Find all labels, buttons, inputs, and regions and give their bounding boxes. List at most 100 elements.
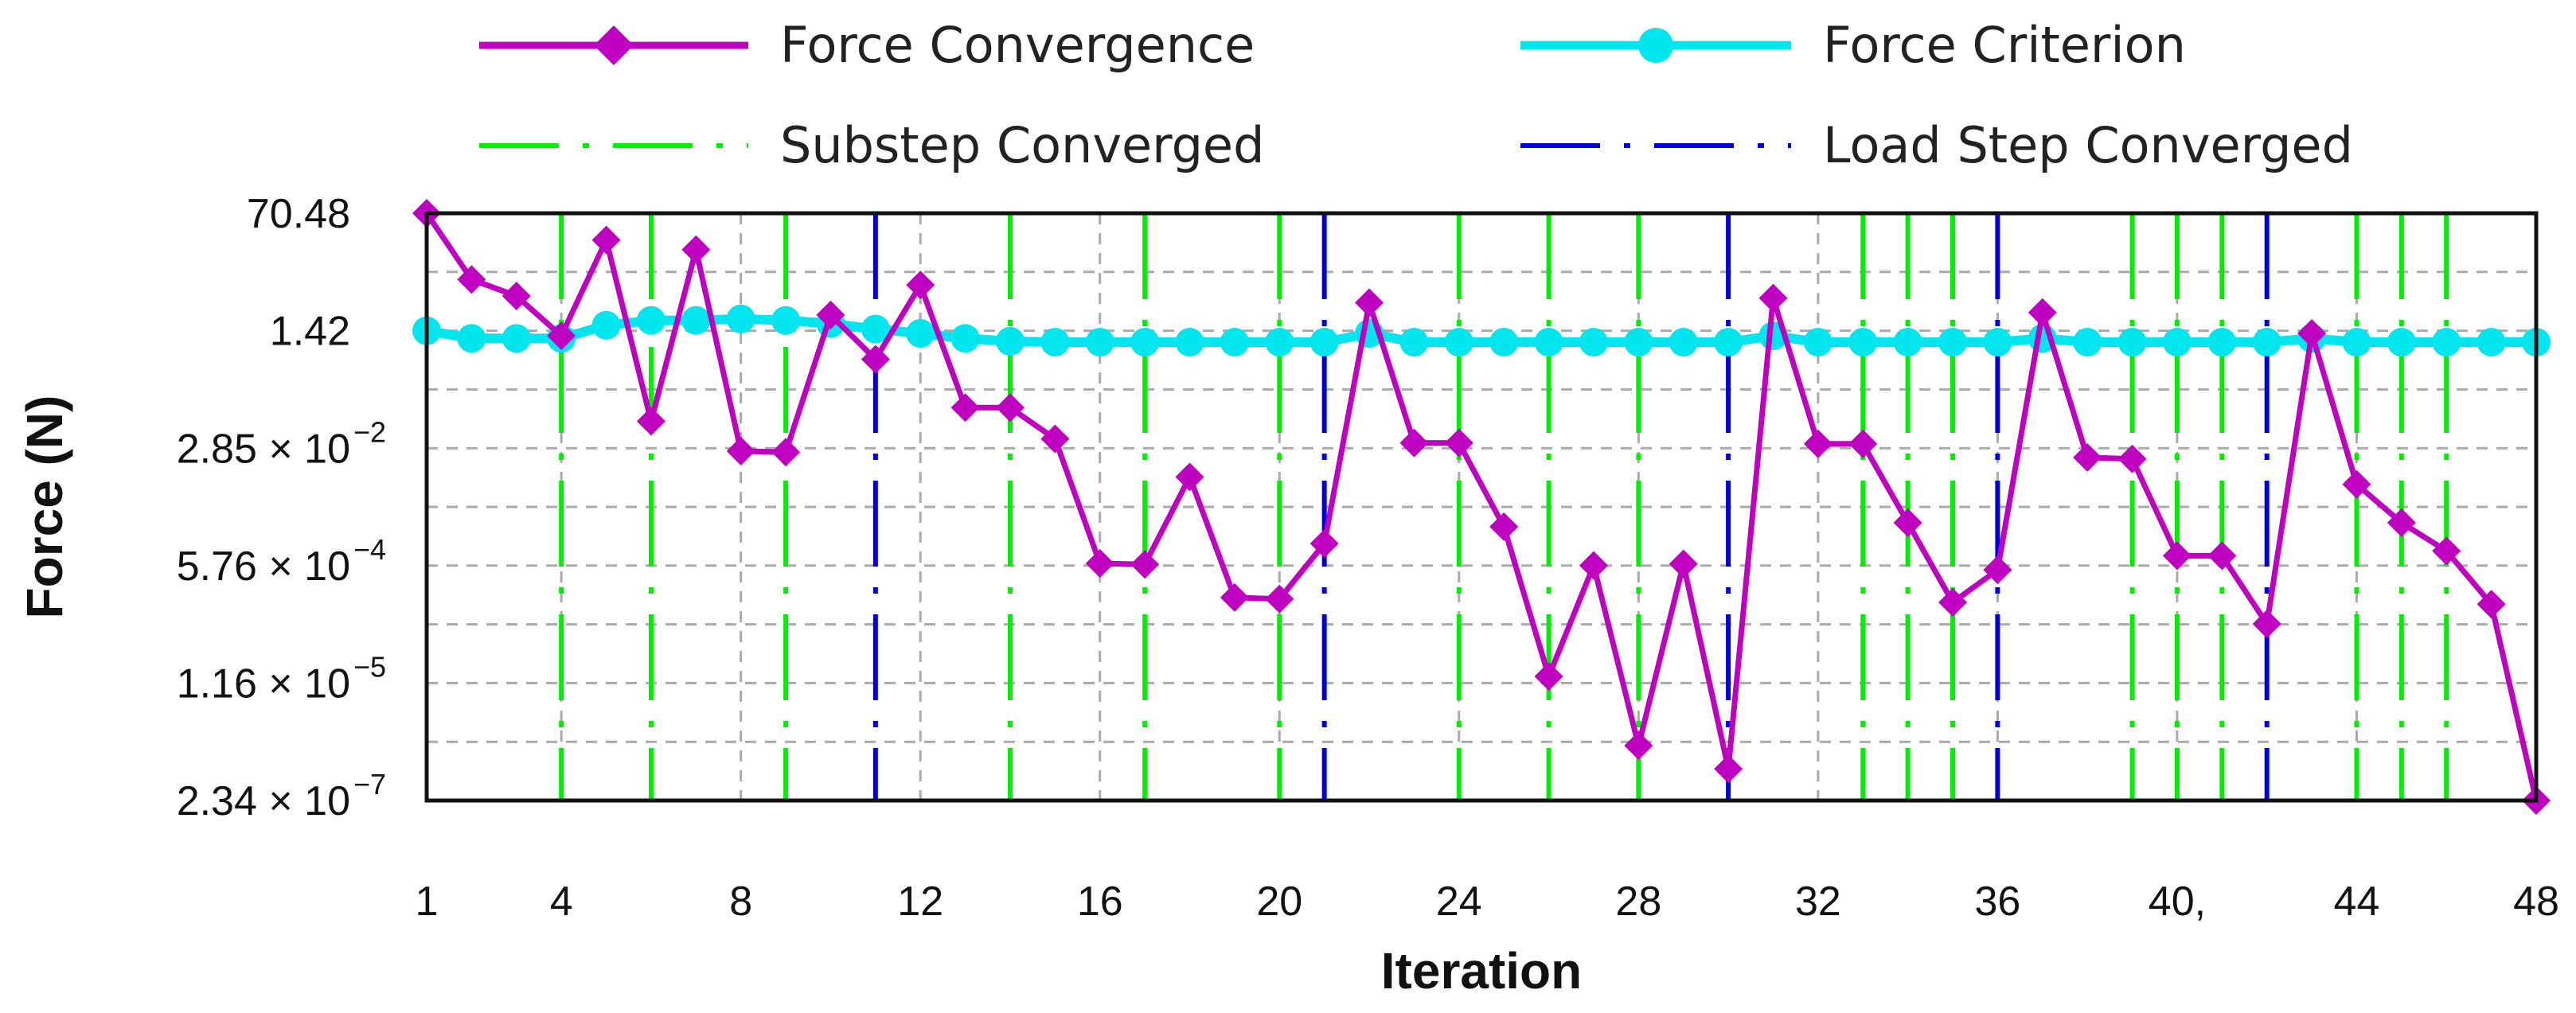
y-tick-exponent-5: −7 [353,768,386,801]
legend-entry-force-convergence: Force Convergence [479,16,1255,74]
x-tick-label-32: 32 [1795,879,1841,925]
force-convergence-point-38 [2073,442,2102,472]
force-criterion-point-6 [636,306,665,335]
force-criterion-point-33 [1848,328,1878,357]
force-criterion-point-11 [861,314,890,344]
y-tick-label-3: 5.76 × 10 [177,544,350,590]
force-criterion-point-19 [1220,328,1249,357]
force-convergence-point-47 [2476,590,2506,619]
force-convergence-point-30 [1714,754,1743,784]
force-convergence-point-16 [1085,549,1114,579]
force-criterion-point-44 [2342,328,2371,357]
force-convergence-point-40 [2162,541,2192,571]
force-criterion-point-45 [2387,328,2416,357]
x-tick-label-16: 16 [1077,879,1123,925]
force-convergence-point-20 [1265,584,1294,614]
force-convergence-point-33 [1848,429,1878,458]
force-convergence-point-2 [457,265,486,294]
y-tick-label-2: 2.85 × 10 [177,426,350,472]
force-criterion-point-47 [2476,328,2506,357]
x-tick-label-24: 24 [1436,879,1482,925]
force-convergence-point-34 [1893,508,1922,537]
force-criterion-point-12 [906,318,935,348]
force-criterion-point-3 [502,324,531,353]
force-convergence-point-4 [547,321,576,350]
y-tick-exponent-2: −2 [353,415,386,448]
force-convergence-point-43 [2297,318,2327,348]
force-criterion-point-36 [1983,328,2012,357]
force-convergence-point-6 [636,407,665,436]
force-convergence-point-42 [2252,610,2281,639]
force-criterion-point-13 [950,324,980,353]
force-criterion-point-26 [1534,328,1563,357]
legend-label-load-step-converged: Load Step Converged [1823,116,2353,174]
force-criterion-point-29 [1669,328,1698,357]
x-tick-label-12: 12 [897,879,943,925]
force-convergence-point-23 [1399,428,1429,458]
legend-label-substep-converged: Substep Converged [780,116,1264,174]
force-criterion-point-25 [1489,328,1519,357]
legend-marker-force-criterion [1638,28,1673,63]
force-convergence-point-45 [2387,508,2416,537]
force-convergence-point-29 [1669,549,1698,579]
force-convergence-point-27 [1579,551,1608,580]
force-convergence-point-26 [1534,662,1563,692]
force-convergence-point-18 [1175,462,1204,492]
force-convergence-point-17 [1130,550,1160,579]
force-convergence-point-31 [1758,283,1788,313]
force-criterion-point-18 [1175,328,1204,357]
force-criterion-point-40 [2162,328,2192,357]
force-convergence-point-5 [591,225,621,255]
force-convergence-point-8 [726,436,755,466]
x-tick-label-48: 48 [2513,879,2559,925]
force-criterion-point-39 [2117,328,2147,357]
force-criterion-point-46 [2432,328,2461,357]
force-criterion-point-2 [457,324,486,353]
force-convergence-point-44 [2342,469,2371,499]
force-convergence-point-15 [1040,424,1070,454]
force-criterion-point-34 [1893,328,1922,357]
force-convergence-point-11 [861,345,890,374]
force-convergence-point-46 [2432,536,2461,566]
y-tick-label-4: 1.16 × 10 [177,660,350,707]
force-criterion-point-38 [2073,328,2102,357]
x-tick-label-36: 36 [1974,879,2020,925]
x-tick-label-44: 44 [2334,879,2380,925]
y-tick-label-5: 2.34 × 10 [177,778,350,824]
plot-frame [424,211,2539,803]
legend-label-force-convergence: Force Convergence [780,16,1255,74]
force-criterion-point-9 [771,306,801,335]
force-criterion-point-41 [2207,328,2237,357]
plot-area [412,199,2551,815]
force-convergence-point-3 [502,282,531,311]
series-force-convergence [412,199,2551,815]
force-criterion-point-21 [1309,328,1339,357]
force-convergence-point-25 [1489,512,1519,541]
convergence-markers [559,213,2449,801]
force-convergence-point-36 [1983,555,2012,585]
force-criterion-point-24 [1444,328,1473,357]
x-tick-label-8: 8 [729,879,752,925]
force-convergence-point-19 [1220,582,1249,612]
force-convergence-point-32 [1803,429,1832,458]
y-tick-exponent-3: −4 [353,533,386,566]
force-criterion-point-23 [1399,328,1429,357]
force-convergence-point-28 [1624,731,1653,761]
force-convergence-point-12 [906,271,935,300]
x-tick-label-4: 4 [550,879,573,925]
force-criterion-point-20 [1265,328,1294,357]
x-tick-label-1: 1 [416,879,439,925]
force-convergence-point-14 [995,393,1025,423]
force-criterion-point-8 [726,304,755,333]
force-convergence-point-35 [1938,587,1968,617]
legend-label-force-criterion: Force Criterion [1823,16,2186,74]
force-convergence-point-22 [1355,288,1384,318]
force-convergence-point-7 [681,235,711,264]
force-convergence-point-41 [2207,541,2237,571]
legend-entry-load-step-converged: Load Step Converged [1520,116,2353,174]
force-convergence-point-37 [2028,298,2057,327]
force-criterion-point-17 [1130,328,1160,357]
force-criterion-point-16 [1085,328,1114,357]
x-tick-label-20: 20 [1256,879,1302,925]
